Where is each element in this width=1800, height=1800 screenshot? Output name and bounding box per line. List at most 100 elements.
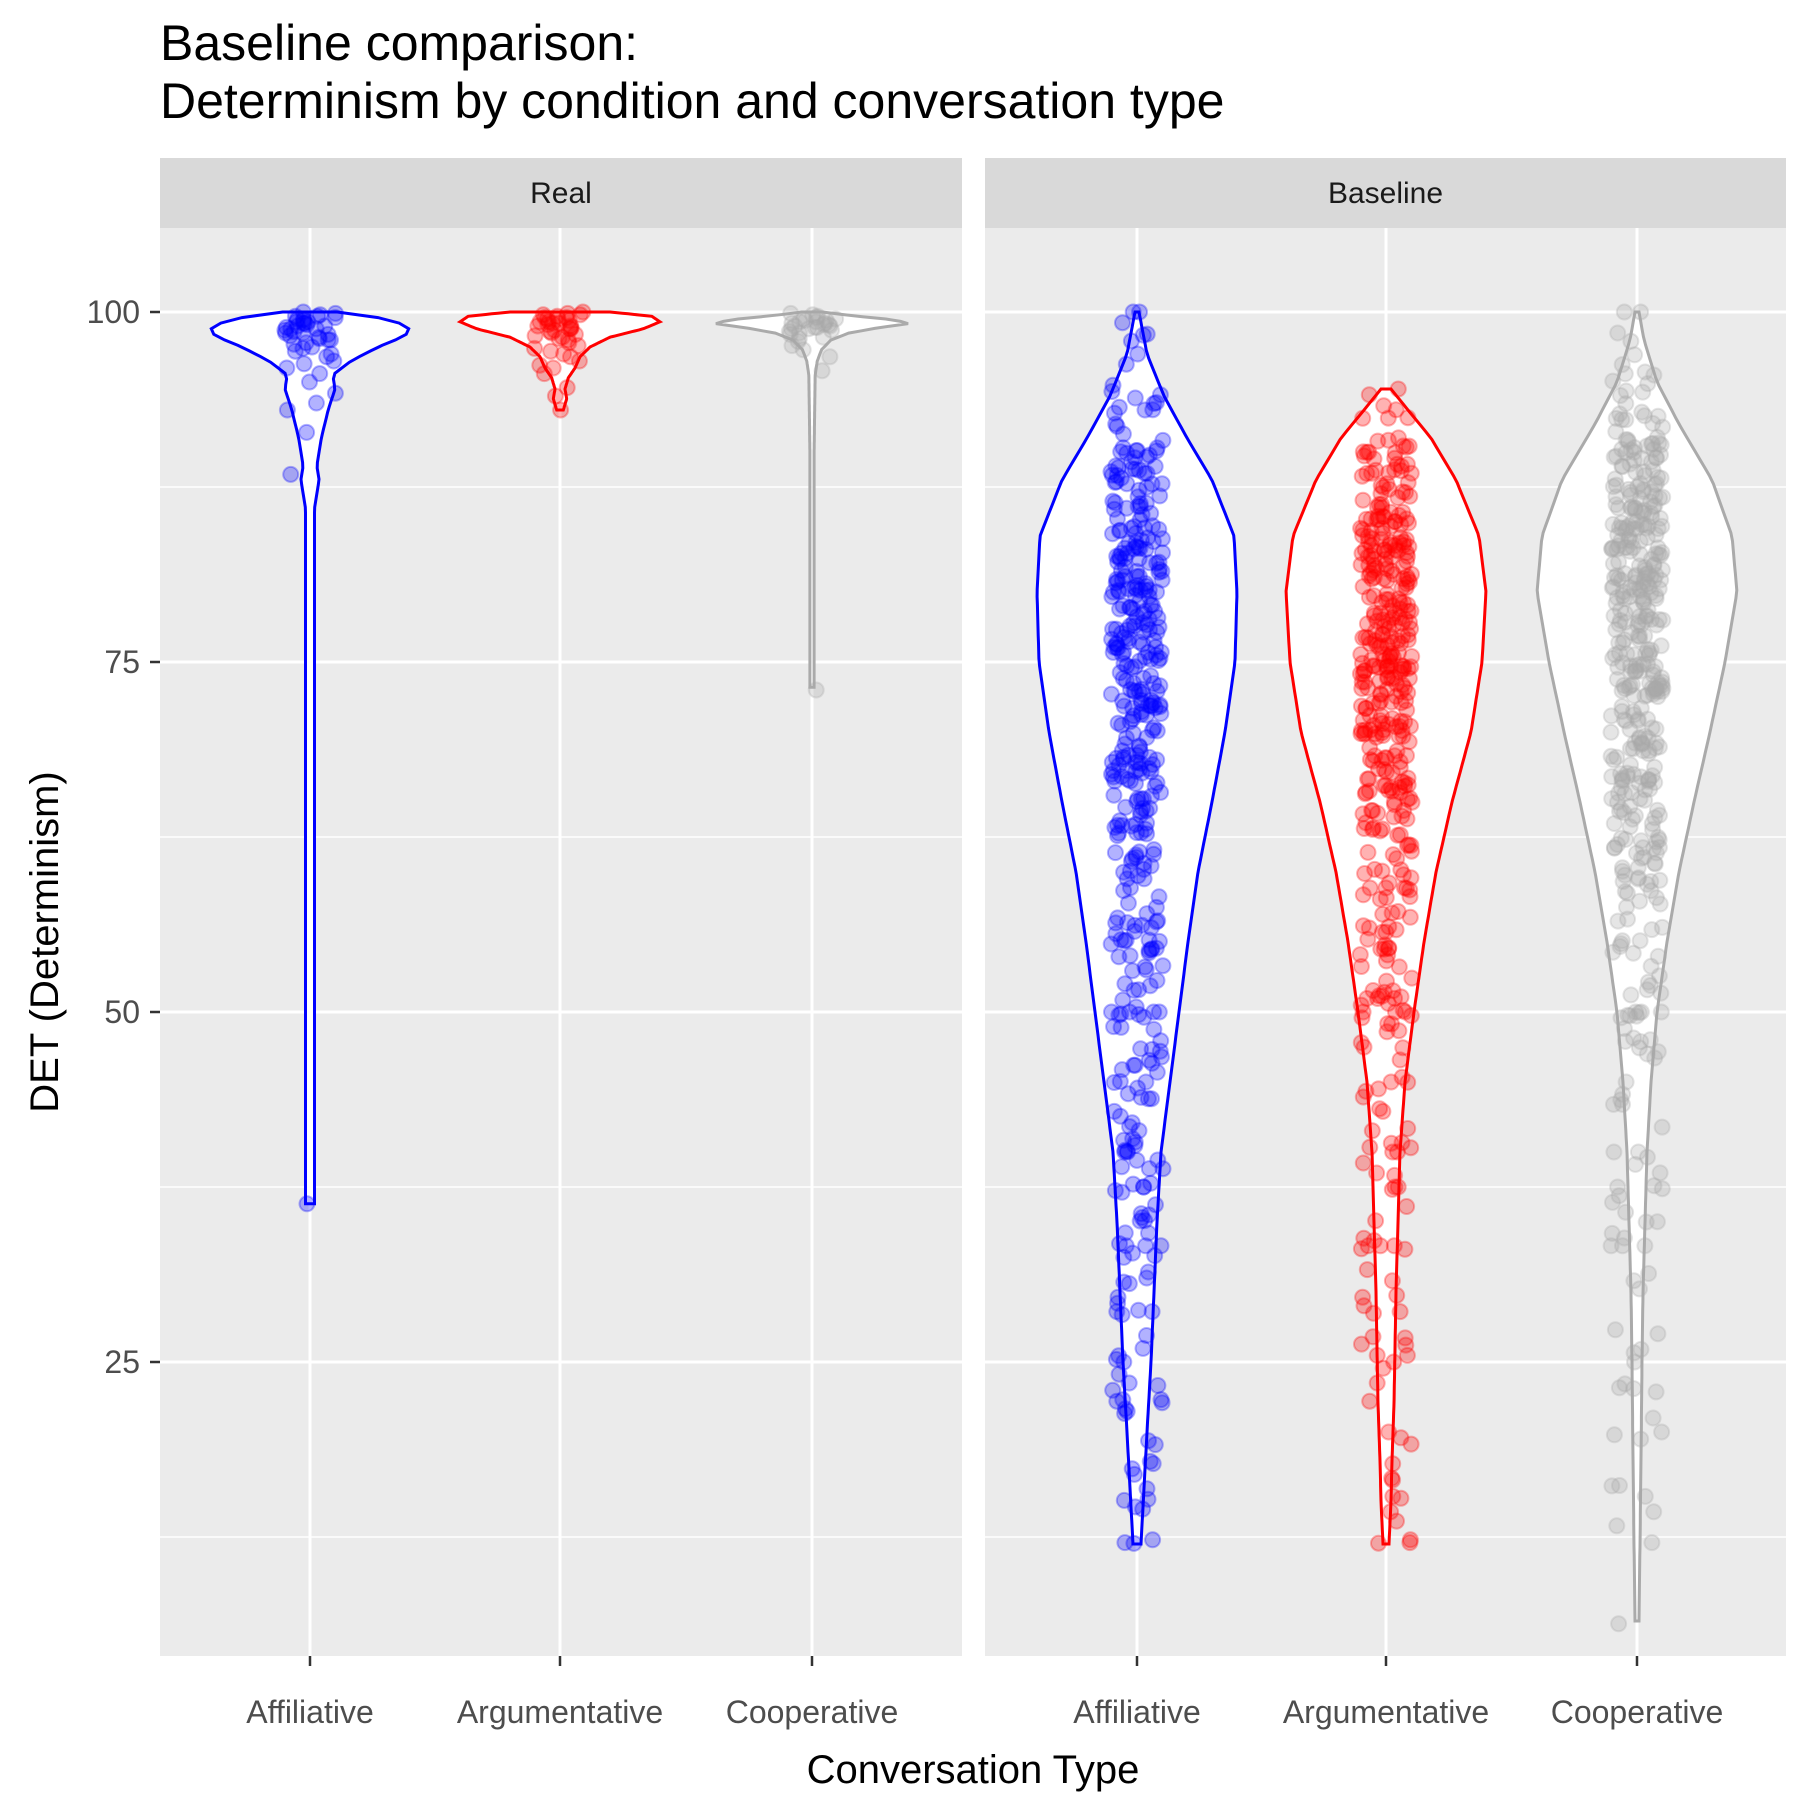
data-point (1370, 496, 1388, 513)
data-point (1396, 1329, 1414, 1347)
data-point (1638, 686, 1656, 704)
data-point (1626, 1353, 1643, 1371)
data-point (1616, 539, 1634, 557)
data-point (1638, 1148, 1656, 1166)
data-point (1616, 866, 1634, 884)
violin-affiliative (1035, 310, 1239, 1546)
data-point (1398, 544, 1416, 562)
data-point (1120, 1275, 1138, 1293)
data-point (1639, 517, 1657, 535)
data-point (1115, 1491, 1133, 1509)
data-point (1376, 936, 1394, 954)
data-point (1650, 580, 1668, 598)
data-point (1145, 845, 1163, 863)
data-point (1364, 694, 1382, 712)
data-point (1119, 1143, 1136, 1161)
data-point (1139, 1490, 1157, 1508)
data-point (1644, 461, 1662, 479)
data-point (1639, 772, 1657, 790)
data-point (1621, 1007, 1639, 1025)
data-point (1651, 489, 1669, 507)
data-point (1358, 464, 1376, 482)
data-point (310, 328, 328, 346)
data-point (1370, 1534, 1387, 1552)
data-point (1148, 972, 1166, 989)
data-point (1144, 533, 1162, 550)
data-point (1604, 539, 1622, 557)
data-point (1118, 621, 1136, 639)
data-point (1629, 859, 1647, 876)
data-point (1355, 447, 1373, 465)
data-point (1136, 958, 1154, 976)
data-point (1649, 828, 1667, 846)
data-point (1398, 552, 1416, 570)
data-point (1118, 1142, 1136, 1160)
data-point (1354, 443, 1372, 461)
data-point (1605, 1426, 1623, 1444)
chart-subtitle: Determinism by condition and conversatio… (160, 73, 1225, 129)
data-point (289, 317, 307, 335)
data-point (1604, 555, 1622, 573)
data-point (1135, 860, 1153, 878)
data-point (1111, 522, 1128, 540)
data-point (1152, 1032, 1170, 1050)
data-point (1151, 696, 1169, 714)
data-point (1610, 553, 1628, 571)
data-point (1399, 660, 1417, 677)
data-point (1626, 502, 1644, 519)
data-point (1614, 1095, 1631, 1113)
data-point (1126, 389, 1144, 407)
data-point (1135, 623, 1153, 641)
data-point (1357, 814, 1375, 832)
data-point (285, 335, 303, 353)
data-point (1604, 515, 1622, 533)
data-point (1143, 475, 1161, 493)
data-point (1124, 710, 1142, 728)
data-point (1624, 703, 1642, 721)
data-point (1605, 1095, 1622, 1113)
data-point (526, 339, 543, 357)
data-point (1645, 498, 1662, 516)
data-point (1138, 478, 1156, 496)
data-point (1630, 557, 1648, 575)
data-point (325, 352, 343, 370)
data-point (1643, 610, 1660, 628)
data-point (1378, 585, 1396, 603)
data-point (1627, 566, 1645, 584)
data-point (1359, 548, 1377, 565)
data-point (1132, 706, 1150, 723)
data-point (1604, 478, 1622, 496)
data-point (1616, 1032, 1634, 1050)
data-point (1626, 1155, 1644, 1173)
data-point (1395, 533, 1413, 551)
data-point (1647, 587, 1665, 604)
data-point (1624, 539, 1642, 557)
data-point (1358, 443, 1376, 461)
data-point (1391, 753, 1409, 771)
data-point (1643, 921, 1661, 939)
data-point (1652, 1003, 1670, 1021)
data-point (1606, 1321, 1624, 1339)
data-point (1618, 884, 1636, 902)
data-point (1131, 738, 1149, 756)
data-point (1109, 459, 1127, 477)
data-point (1377, 889, 1395, 907)
data-point (1396, 1240, 1414, 1258)
data-point (1631, 892, 1649, 910)
data-point (1130, 539, 1148, 556)
data-point (1604, 649, 1622, 667)
data-point (1391, 534, 1408, 552)
data-point (1621, 797, 1639, 815)
data-point (1141, 799, 1159, 817)
data-point (1112, 1018, 1130, 1036)
data-point (1351, 946, 1369, 964)
data-point (1146, 602, 1164, 620)
data-point (1127, 998, 1145, 1016)
data-point (1130, 461, 1148, 479)
data-point (1150, 520, 1168, 538)
data-point (1391, 759, 1409, 776)
data-point (1621, 720, 1639, 738)
data-point (1629, 478, 1647, 496)
data-point (1124, 699, 1142, 717)
data-point (1618, 538, 1636, 556)
